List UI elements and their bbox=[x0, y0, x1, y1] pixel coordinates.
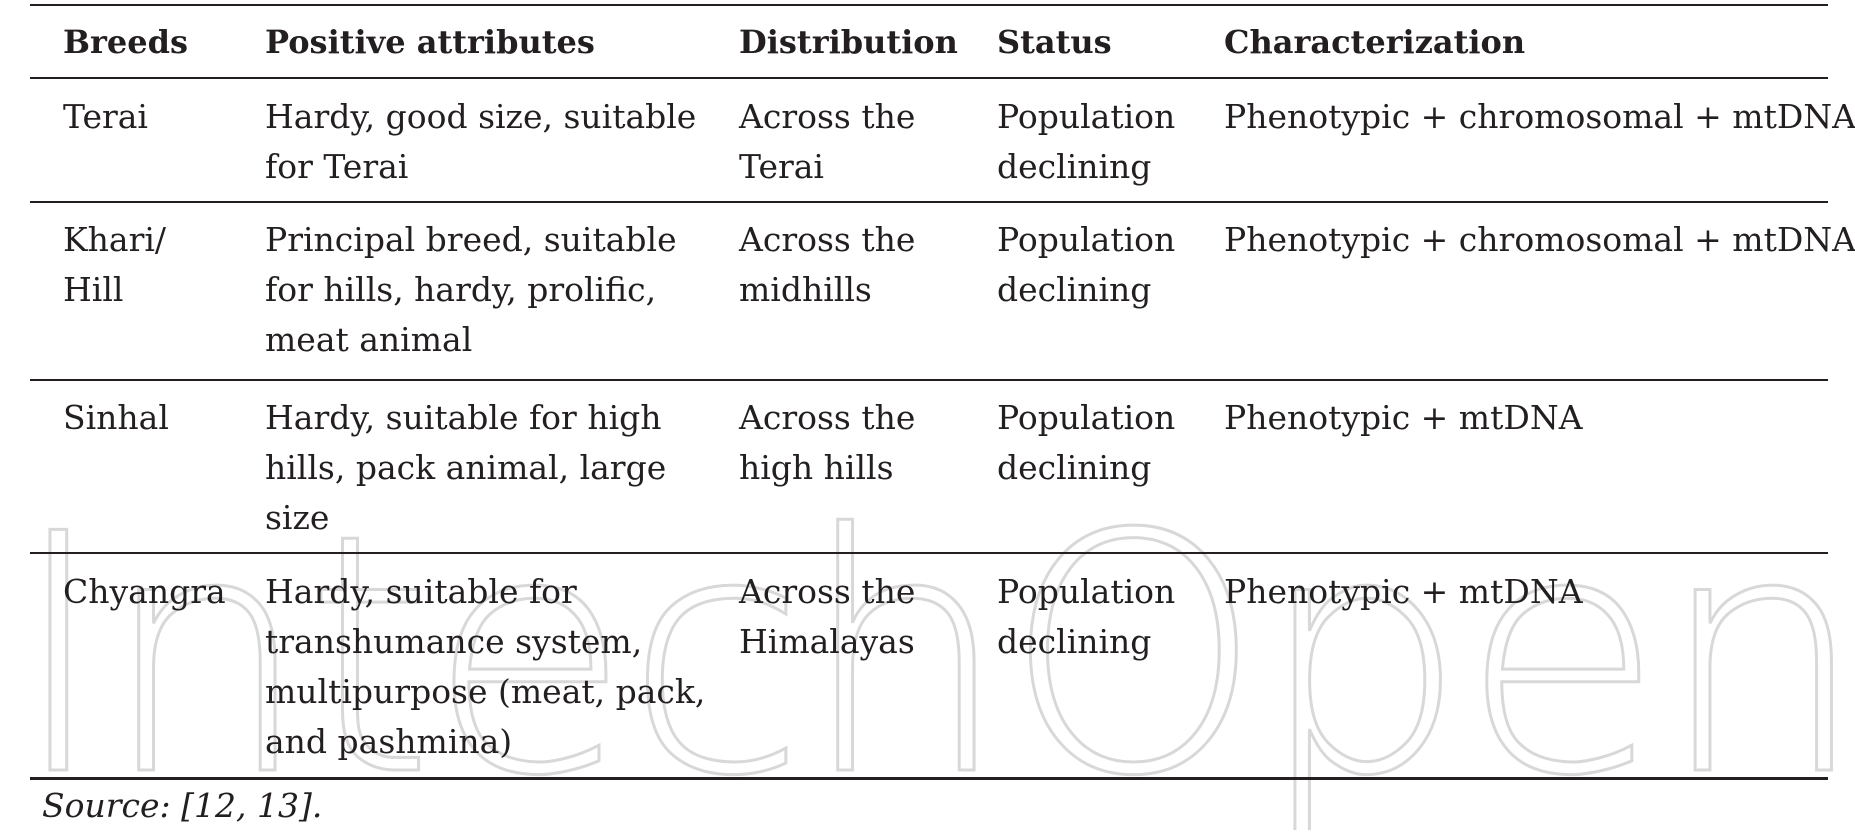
column-header: Characterization bbox=[1224, 23, 1526, 61]
table-rule bbox=[30, 77, 1828, 79]
table-rule bbox=[30, 4, 1828, 6]
table-cell: Population declining bbox=[997, 220, 1176, 309]
table-cell: Hardy, suitable for high hills, pack anim… bbox=[265, 398, 667, 537]
table-cell: Principal breed, suitable for hills, hard… bbox=[265, 220, 677, 359]
intechopen-watermark: IntechOpen bbox=[9, 470, 1855, 830]
table-cell: Hardy, suitable for transhumance system, m… bbox=[265, 572, 706, 761]
table-cell: Across the high hills bbox=[739, 398, 916, 487]
table-cell: Across the Terai bbox=[739, 97, 916, 186]
table-cell: Chyangra bbox=[63, 572, 226, 611]
table-cell: Phenotypic + chromosomal + mtDNA bbox=[1224, 97, 1855, 136]
table-cell: Population declining bbox=[997, 97, 1176, 186]
column-header: Breeds bbox=[63, 23, 189, 61]
table-cell: Hardy, good size, suitable for Terai bbox=[265, 97, 697, 186]
column-header: Distribution bbox=[739, 23, 958, 61]
table-source-note: Source: [12, 13]. bbox=[42, 786, 323, 825]
table-rule bbox=[30, 379, 1828, 381]
table-rule bbox=[30, 777, 1828, 780]
table-rule bbox=[30, 552, 1828, 554]
column-header: Positive attributes bbox=[265, 23, 595, 61]
table-cell: Sinhal bbox=[63, 398, 169, 437]
column-header: Status bbox=[997, 23, 1112, 61]
table-cell: Terai bbox=[63, 97, 148, 136]
table-cell: Population declining bbox=[997, 398, 1176, 487]
table-cell: Population declining bbox=[997, 572, 1176, 661]
table-cell: Across the midhills bbox=[739, 220, 916, 309]
table-cell: Phenotypic + chromosomal + mtDNA bbox=[1224, 220, 1855, 259]
table-rule bbox=[30, 201, 1828, 203]
table-cell: Phenotypic + mtDNA bbox=[1224, 572, 1583, 611]
table-cell: Khari/Hill bbox=[63, 220, 167, 309]
table-cell: Across the Himalayas bbox=[739, 572, 916, 661]
svg-text:IntechOpen: IntechOpen bbox=[10, 470, 1855, 830]
table-cell: Phenotypic + mtDNA bbox=[1224, 398, 1583, 437]
